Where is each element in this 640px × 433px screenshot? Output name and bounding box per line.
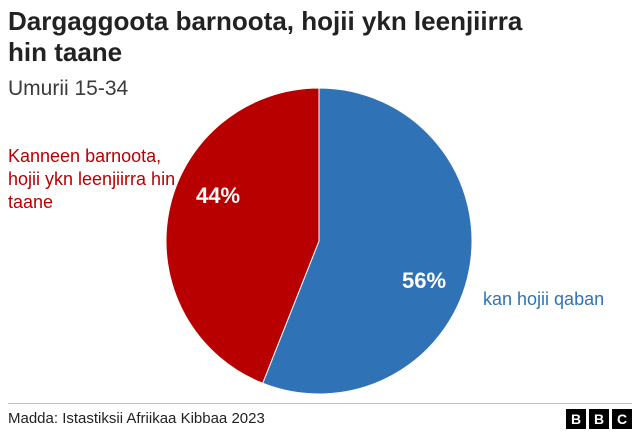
- bbc-logo-letter: B: [589, 409, 609, 429]
- source-note: Madda: Istastiksii Afriikaa Kibbaa 2023: [8, 410, 265, 427]
- pie-slice: [262, 87, 473, 395]
- chart-title: Dargaggoota barnoota, hojii ykn leenjiir…: [8, 6, 523, 67]
- footer-divider: [8, 403, 632, 404]
- slice-value-label: 44%: [196, 183, 240, 208]
- slice-value-label: 56%: [402, 268, 446, 293]
- bbc-logo-letter: C: [612, 409, 632, 429]
- legend-label-employed: kan hojii qaban: [483, 289, 605, 309]
- chart-subtitle: Umurii 15-34: [8, 77, 129, 100]
- legend-label-not-in-education: Kanneen barnoota, hojii ykn leenjiirra h…: [8, 146, 176, 212]
- pie-slice: [165, 87, 320, 384]
- bbc-logo-letter: B: [566, 409, 586, 429]
- bbc-logo: B B C: [566, 409, 632, 429]
